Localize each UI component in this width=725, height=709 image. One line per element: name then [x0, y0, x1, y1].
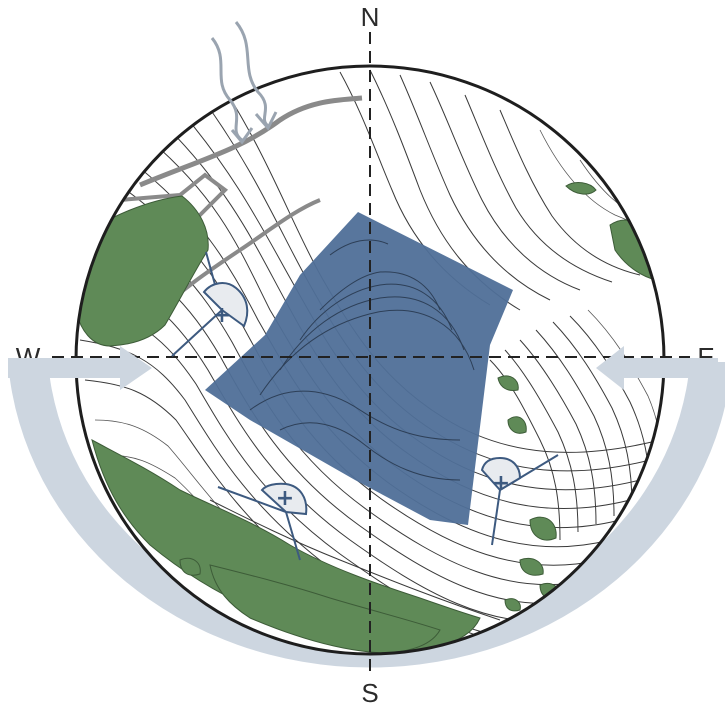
wind-arrow-east	[596, 346, 718, 390]
vegetation-patch-northeast	[565, 182, 597, 195]
wave-arrow-icon	[210, 21, 278, 145]
sun-marker-northwest: +	[171, 251, 249, 357]
water-contours	[249, 239, 475, 481]
compass-south-label: S	[361, 678, 378, 708]
compass-north-label: N	[361, 2, 380, 32]
plus-icon: +	[492, 471, 510, 496]
plus-icon: +	[276, 486, 294, 511]
plus-icon: +	[213, 303, 231, 328]
sun-marker-southwest: +	[217, 482, 308, 561]
water-body	[205, 212, 513, 525]
vegetation-patch-southwest	[91, 439, 481, 651]
sun-marker-east: +	[480, 454, 559, 546]
vegetation-patch-south	[209, 564, 441, 654]
wind-arrow-west	[8, 346, 152, 390]
vegetation-patch-northwest	[76, 195, 209, 347]
